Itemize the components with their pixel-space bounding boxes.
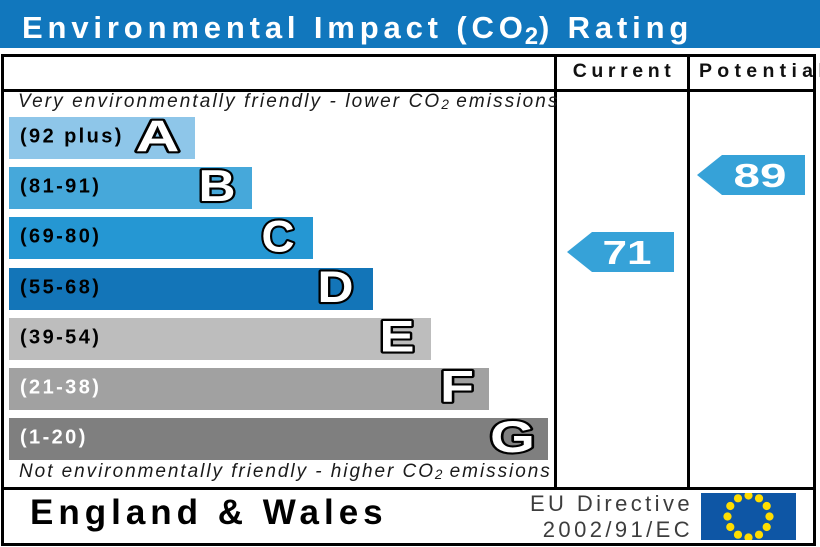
svg-text:B: B	[199, 162, 236, 211]
svg-text:F: F	[440, 363, 474, 412]
svg-text:C: C	[262, 213, 295, 262]
svg-text:A: A	[136, 113, 180, 162]
svg-text:G: G	[490, 413, 535, 462]
svg-text:89: 89	[734, 157, 787, 194]
svg-text:E: E	[380, 313, 415, 362]
svg-text:D: D	[318, 263, 354, 312]
svg-text:71: 71	[603, 234, 652, 271]
